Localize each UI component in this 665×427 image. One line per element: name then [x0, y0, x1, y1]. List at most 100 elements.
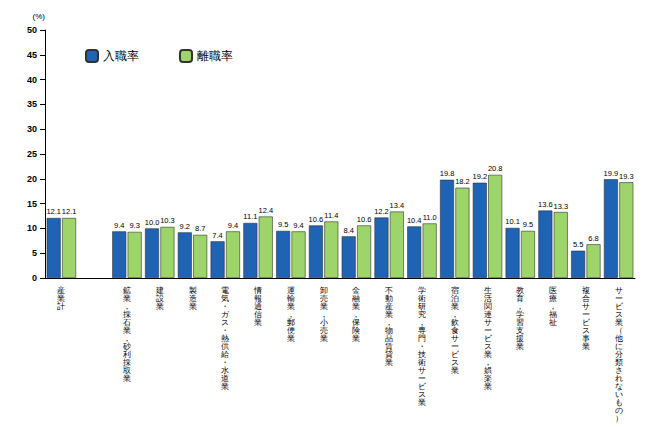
svg-text:熱: 熱	[221, 333, 230, 343]
svg-text:利: 利	[122, 349, 131, 359]
svg-text:業: 業	[254, 318, 262, 327]
svg-text:情: 情	[254, 285, 263, 295]
svg-text:業: 業	[287, 334, 295, 343]
svg-text:計: 計	[57, 302, 65, 311]
svg-text:道: 道	[221, 373, 230, 383]
svg-text:5.5: 5.5	[573, 240, 583, 249]
svg-text:6.8: 6.8	[588, 234, 598, 243]
svg-text:輸: 輸	[286, 293, 295, 303]
svg-text:業: 業	[385, 358, 393, 367]
svg-text:12.2: 12.2	[374, 207, 389, 216]
svg-text:便: 便	[286, 325, 295, 335]
svg-text:13.3: 13.3	[553, 202, 568, 211]
svg-text:25: 25	[27, 149, 37, 159]
svg-text:業: 業	[320, 334, 328, 343]
svg-text:13.6: 13.6	[538, 200, 553, 209]
svg-text:40: 40	[27, 75, 37, 85]
svg-text:給: 給	[221, 349, 230, 359]
svg-text:取: 取	[122, 365, 131, 375]
svg-text:砂: 砂	[122, 341, 131, 351]
svg-text:業: 業	[582, 342, 590, 351]
svg-text:電: 電	[221, 285, 230, 295]
svg-text:産: 産	[57, 285, 66, 295]
svg-text:45: 45	[27, 50, 37, 60]
svg-text:12.1: 12.1	[62, 207, 77, 216]
svg-text:9.2: 9.2	[180, 222, 190, 231]
svg-text:5: 5	[32, 248, 37, 258]
svg-text:業: 業	[484, 382, 492, 391]
svg-text:11.0: 11.0	[423, 213, 437, 222]
svg-text:業: 業	[451, 366, 459, 375]
svg-text:10.6: 10.6	[357, 215, 372, 224]
svg-text:卸: 卸	[319, 285, 328, 295]
svg-text:9.4: 9.4	[114, 221, 124, 230]
svg-text:採: 採	[122, 309, 131, 319]
svg-text:13.4: 13.4	[390, 201, 405, 210]
svg-text:業: 業	[156, 302, 164, 311]
svg-text:鉱: 鉱	[122, 285, 131, 295]
svg-text:8.7: 8.7	[195, 224, 205, 233]
svg-text:15: 15	[27, 199, 37, 209]
svg-text:業: 業	[418, 398, 426, 407]
svg-text:業: 業	[286, 301, 295, 311]
svg-text:10.3: 10.3	[160, 216, 175, 225]
svg-text:石: 石	[122, 317, 131, 327]
svg-text:19.2: 19.2	[472, 172, 487, 181]
svg-text:業: 業	[122, 293, 131, 303]
svg-text:気: 気	[221, 293, 230, 303]
svg-text:造: 造	[188, 293, 197, 303]
svg-text:10.6: 10.6	[309, 215, 324, 224]
svg-text:報: 報	[254, 293, 263, 303]
svg-text:7.4: 7.4	[212, 231, 222, 240]
svg-text:業: 業	[122, 325, 131, 335]
svg-text:20.8: 20.8	[488, 164, 503, 173]
svg-text:9.5: 9.5	[278, 220, 288, 229]
svg-text:19.8: 19.8	[440, 169, 455, 178]
svg-text:祉: 祉	[549, 318, 557, 327]
svg-text:水: 水	[221, 365, 230, 375]
svg-text:信: 信	[254, 309, 263, 319]
svg-text:9.4: 9.4	[293, 221, 303, 230]
svg-text:30: 30	[27, 124, 37, 134]
svg-text:建: 建	[155, 285, 164, 295]
svg-text:設: 設	[155, 293, 164, 303]
svg-text:11.1: 11.1	[243, 212, 257, 221]
svg-text:50: 50	[27, 25, 37, 35]
svg-text:19.9: 19.9	[604, 169, 619, 178]
svg-text:売: 売	[319, 293, 328, 303]
svg-text:ガ: ガ	[221, 309, 230, 319]
svg-text:12.4: 12.4	[258, 206, 273, 215]
svg-text:離職率: 離職率	[197, 49, 233, 63]
svg-text:ス: ス	[221, 317, 230, 327]
svg-text:10.0: 10.0	[145, 218, 160, 227]
svg-text:入職率: 入職率	[103, 49, 139, 63]
svg-text:9.5: 9.5	[523, 220, 533, 229]
svg-text:業: 業	[123, 374, 131, 383]
svg-text:19.3: 19.3	[619, 172, 634, 181]
svg-text:9.3: 9.3	[129, 221, 139, 230]
svg-text:業: 業	[352, 334, 360, 343]
svg-text:9.4: 9.4	[228, 221, 238, 230]
svg-text:20: 20	[27, 174, 37, 184]
svg-text:11.4: 11.4	[324, 211, 338, 220]
svg-text:8.4: 8.4	[343, 226, 353, 235]
svg-text:10: 10	[27, 223, 37, 233]
svg-text:業: 業	[189, 302, 197, 311]
svg-text:業: 業	[516, 342, 524, 351]
svg-text:10.4: 10.4	[407, 216, 422, 225]
svg-text:製: 製	[188, 285, 197, 295]
svg-text:業: 業	[221, 382, 229, 391]
svg-text:18.2: 18.2	[455, 177, 470, 186]
svg-text:10.1: 10.1	[505, 217, 520, 226]
svg-text:通: 通	[254, 301, 263, 311]
svg-text:運: 運	[286, 285, 295, 295]
svg-text:(%): (%)	[33, 12, 46, 21]
svg-text:採: 採	[122, 357, 131, 367]
svg-text:）: ）	[615, 414, 623, 423]
svg-text:業: 業	[57, 293, 66, 303]
svg-text:0: 0	[32, 273, 37, 283]
svg-text:供: 供	[221, 341, 230, 351]
svg-text:郵: 郵	[286, 317, 295, 327]
svg-text:12.1: 12.1	[46, 207, 61, 216]
svg-text:35: 35	[27, 99, 37, 109]
